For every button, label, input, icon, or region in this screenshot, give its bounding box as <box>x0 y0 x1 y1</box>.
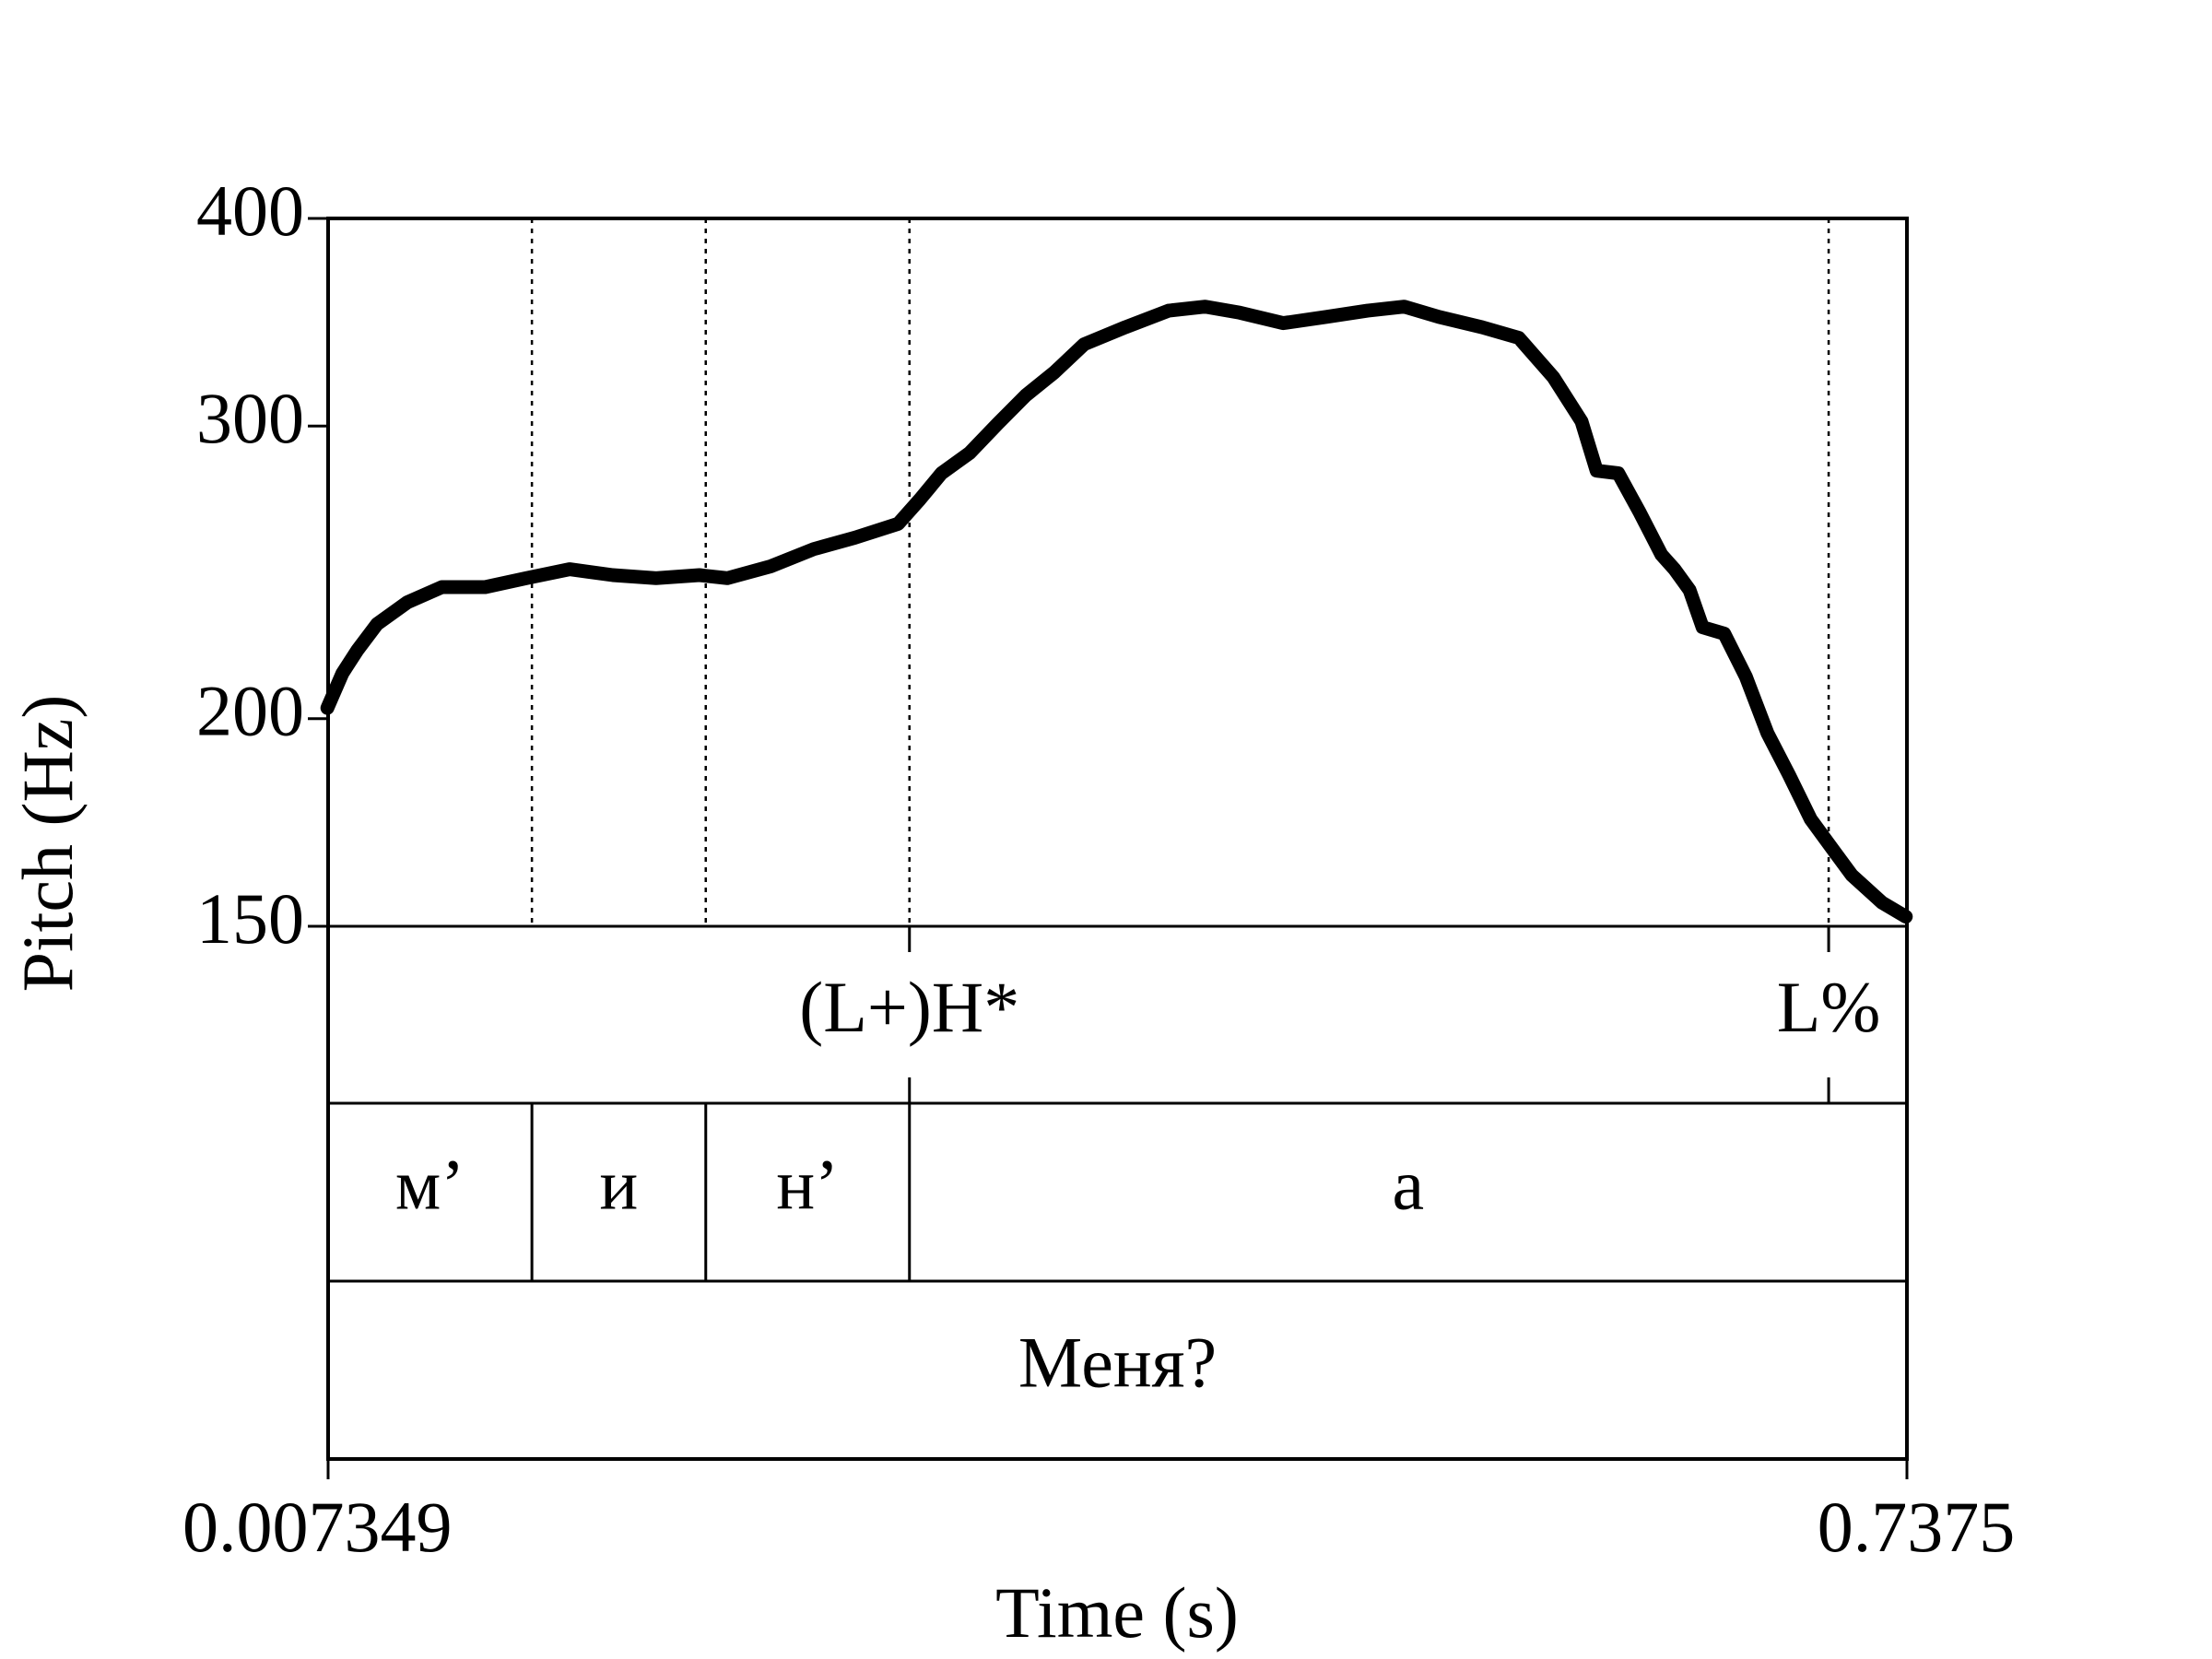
y-tick-label: 200 <box>196 671 304 751</box>
segment-label: м’ <box>395 1144 465 1224</box>
pitch-track <box>320 300 1913 924</box>
plot-frame <box>326 217 1909 1461</box>
y-tick-label: 300 <box>196 378 304 458</box>
segment-label: и <box>600 1144 639 1224</box>
y-axis-label: Pitch (Hz) <box>7 695 88 993</box>
x-tick-label: 0.7375 <box>1818 1487 2016 1567</box>
segment-label: а <box>1393 1144 1425 1224</box>
y-tick-label: 400 <box>196 171 304 251</box>
y-tick-label: 150 <box>196 878 304 959</box>
segment-label: н’ <box>776 1144 839 1224</box>
word-label: Меня? <box>1018 1322 1217 1402</box>
x-tick-label: 0.007349 <box>182 1487 453 1567</box>
tone-label: (L+)H* <box>799 967 1019 1047</box>
tone-label: L% <box>1777 967 1881 1047</box>
x-axis-label: Time (s) <box>995 1572 1239 1653</box>
